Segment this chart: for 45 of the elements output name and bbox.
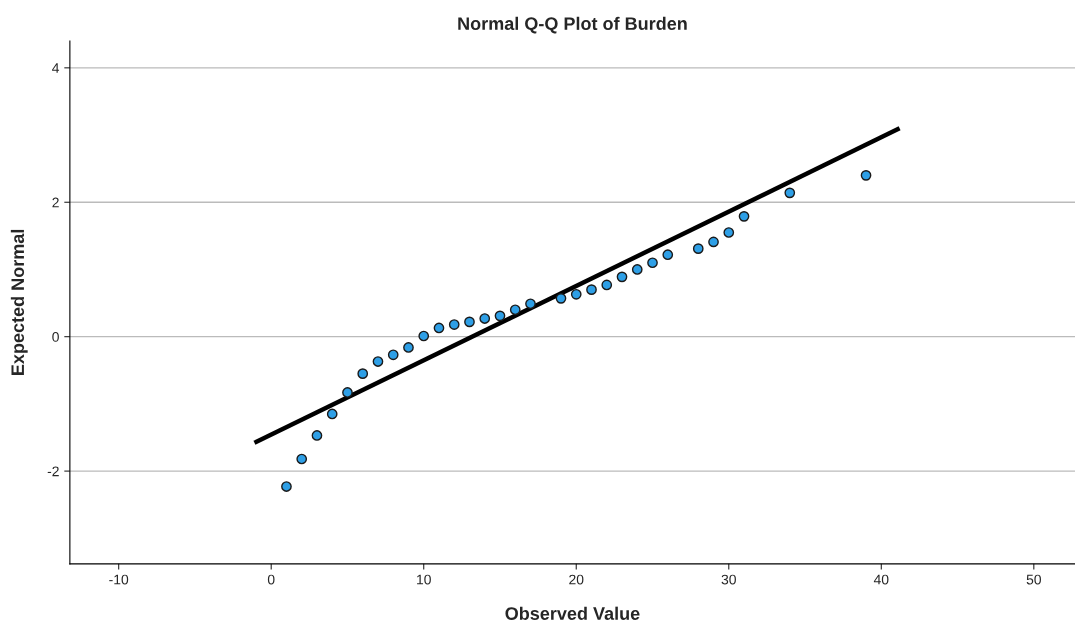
point xyxy=(570,288,582,300)
point xyxy=(616,271,628,283)
y-tick-label: -2 xyxy=(47,466,59,477)
point xyxy=(860,170,872,181)
y-axis-title: Expected Normal xyxy=(10,229,28,375)
point xyxy=(342,387,353,398)
point xyxy=(357,368,369,379)
x-tick-label: -10 xyxy=(109,574,129,585)
point xyxy=(509,304,521,316)
x-tick-label: 30 xyxy=(721,574,736,585)
point xyxy=(692,243,704,254)
x-axis-title: Observed Value xyxy=(505,606,640,620)
point xyxy=(433,322,445,334)
point xyxy=(296,453,308,465)
point xyxy=(525,298,536,310)
point xyxy=(418,330,430,342)
point xyxy=(479,313,491,324)
x-tick-label: 40 xyxy=(873,574,889,585)
y-tick-label: 0 xyxy=(52,332,59,342)
point xyxy=(738,211,750,222)
y-tick-label: 2 xyxy=(52,197,59,208)
point xyxy=(326,408,338,420)
point xyxy=(631,264,643,275)
point xyxy=(281,481,292,492)
point xyxy=(448,319,460,330)
x-tick-label: 0 xyxy=(267,574,275,585)
point xyxy=(555,293,567,304)
point xyxy=(464,316,475,328)
point xyxy=(403,342,414,353)
point xyxy=(662,249,674,261)
point xyxy=(372,356,384,367)
point xyxy=(311,430,323,441)
chart-title: Normal Q-Q Plot of Burden xyxy=(458,16,687,34)
point xyxy=(601,279,613,291)
x-tick-label: 20 xyxy=(569,574,584,585)
point xyxy=(387,349,399,361)
point xyxy=(586,284,597,295)
point xyxy=(784,187,796,199)
point xyxy=(708,236,719,248)
x-tick-label: 10 xyxy=(417,574,431,585)
y-tick-label: 4 xyxy=(52,63,60,73)
point xyxy=(723,227,735,238)
x-tick-label: 50 xyxy=(1026,574,1041,585)
point xyxy=(647,257,658,269)
point xyxy=(494,310,506,322)
